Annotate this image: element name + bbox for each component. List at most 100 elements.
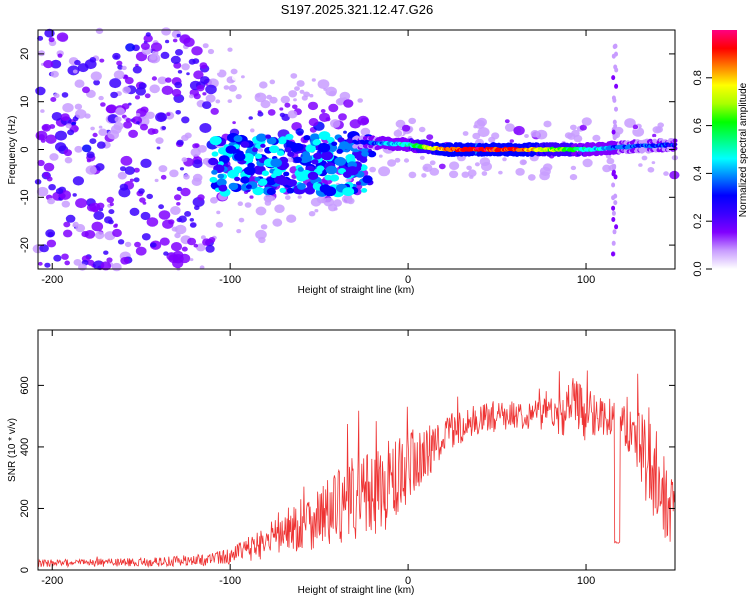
- colorbar-label: Normalized spectral amplitude: [738, 82, 749, 217]
- spectrogram-cell: [145, 32, 151, 37]
- spectrogram-cell: [582, 158, 593, 168]
- spectrogram-cell: [395, 119, 406, 128]
- spectrogram-cell: [174, 232, 181, 239]
- spectrogram-cell: [72, 69, 78, 74]
- spectrogram-cell: [252, 186, 264, 196]
- snr-frame: [37, 329, 676, 571]
- spectrogram-cell: [72, 193, 77, 197]
- spectrogram-cell: [236, 229, 242, 234]
- spectrogram-cell: [314, 209, 319, 213]
- spectrogram-cell: [207, 48, 215, 55]
- spectrogram-cell: [199, 123, 212, 133]
- spectrogram-x-label: Height of straight line (km): [298, 285, 415, 296]
- spectrogram-cell: [287, 110, 298, 119]
- spectrogram-cell: [466, 165, 472, 171]
- spectrogram-cell: [252, 147, 258, 153]
- spectrogram-cell: [181, 157, 188, 163]
- spectrogram-cell: [158, 210, 171, 220]
- spectrogram-cell: [641, 155, 648, 161]
- snr-panel: -200 -100 0 100 0 200 400 600 Height of straig…: [7, 329, 676, 596]
- spectrogram-cell: [261, 61, 272, 70]
- spectrogram-cell: [140, 211, 151, 221]
- spectrogram-cell: [93, 211, 105, 220]
- spectrogram-cell: [352, 150, 364, 159]
- spectrogram-cell: [47, 197, 55, 205]
- spectrogram-cell: [74, 103, 83, 110]
- spectrogram-cell: [498, 170, 503, 175]
- spectrogram-cell: [317, 79, 330, 89]
- spectrogram-cell: [141, 233, 151, 241]
- spectrogram-cell: [611, 129, 616, 135]
- spectrogram-cell: [37, 159, 45, 167]
- spectrogram-cell: [323, 197, 335, 207]
- spectrogram-cell: [324, 174, 333, 181]
- spectrogram-cell: [186, 72, 190, 76]
- spectrogram-cell: [274, 204, 285, 213]
- spectrogram-cell: [419, 155, 425, 160]
- spectrogram-cell: [342, 187, 355, 197]
- spectrogram-cell: [266, 94, 273, 100]
- spectrogram-cell: [564, 132, 573, 139]
- spectrogram-cell: [272, 218, 283, 227]
- spectrogram-cell: [67, 129, 75, 136]
- spectrogram-cell: [269, 196, 276, 201]
- spectrogram-cell: [215, 221, 224, 228]
- spectrogram-cell: [160, 51, 170, 60]
- spectrogram-cell: [611, 182, 616, 188]
- spectrogram-cell: [255, 206, 267, 216]
- spectrogram-cell: [297, 182, 306, 190]
- spectrogram-cell: [295, 128, 304, 136]
- spectrogram-cell: [361, 150, 369, 157]
- spectrogram-cell: [36, 186, 49, 197]
- colorbar-tick-label: 0.6: [692, 118, 704, 133]
- spectrogram-cell: [481, 161, 492, 172]
- spectrogram-cell: [313, 139, 321, 145]
- spectrogram-cell: [184, 211, 192, 217]
- spectrogram-cell: [394, 157, 401, 163]
- spectrogram-cell: [63, 221, 71, 228]
- spectrogram-cell: [228, 84, 237, 92]
- spectrogram-cell: [343, 99, 354, 108]
- spectrogram-cell: [328, 103, 339, 113]
- spectrogram-cell: [75, 198, 88, 209]
- spectrogram-cell: [129, 207, 140, 216]
- spectrogram-cell: [106, 257, 113, 263]
- spectrogram-cell: [192, 173, 203, 182]
- spectrogram-cell: [183, 37, 195, 47]
- spectrogram-cell: [338, 113, 347, 121]
- spectrogram-cell: [339, 141, 350, 150]
- spectrogram-cell: [233, 166, 243, 174]
- spectrogram-cell: [227, 99, 233, 103]
- spectrogram-cell: [235, 94, 242, 100]
- spectrogram-cell: [42, 124, 49, 131]
- spectrogram-cell: [194, 143, 200, 148]
- spectrogram-cell: [209, 176, 218, 183]
- spectrogram-cell: [244, 202, 252, 208]
- spectrogram-cell: [155, 112, 167, 123]
- spectrogram-cell: [251, 70, 260, 78]
- spectrogram-cell: [150, 242, 156, 248]
- spectrogram-cell: [277, 137, 287, 145]
- spectrogram-cell: [197, 145, 207, 153]
- spectrogram-cell: [378, 154, 383, 158]
- spectrogram-cell: [90, 126, 95, 131]
- spectrogram-cell: [624, 118, 636, 128]
- spectrogram-cell: [151, 76, 157, 81]
- spectrogram-cell: [43, 60, 54, 69]
- spectrogram-cell: [205, 245, 215, 253]
- spectrogram-cell: [150, 54, 157, 61]
- spectrogram-cell: [140, 158, 152, 168]
- spectrogram-cell: [35, 130, 48, 141]
- spectrogram-cell: [199, 265, 205, 270]
- spectrogram-cell: [287, 157, 294, 163]
- spectrogram-cell: [53, 254, 62, 262]
- spectrogram-cell: [527, 174, 536, 181]
- spectrogram-y-axis: -20 -10 0 10 20: [19, 48, 675, 253]
- spectrogram-cell: [109, 202, 114, 206]
- spectrogram-cell: [647, 167, 655, 173]
- spectrogram-cell: [378, 166, 391, 177]
- spectrogram-cell: [140, 123, 148, 131]
- spectrogram-cell: [218, 184, 228, 192]
